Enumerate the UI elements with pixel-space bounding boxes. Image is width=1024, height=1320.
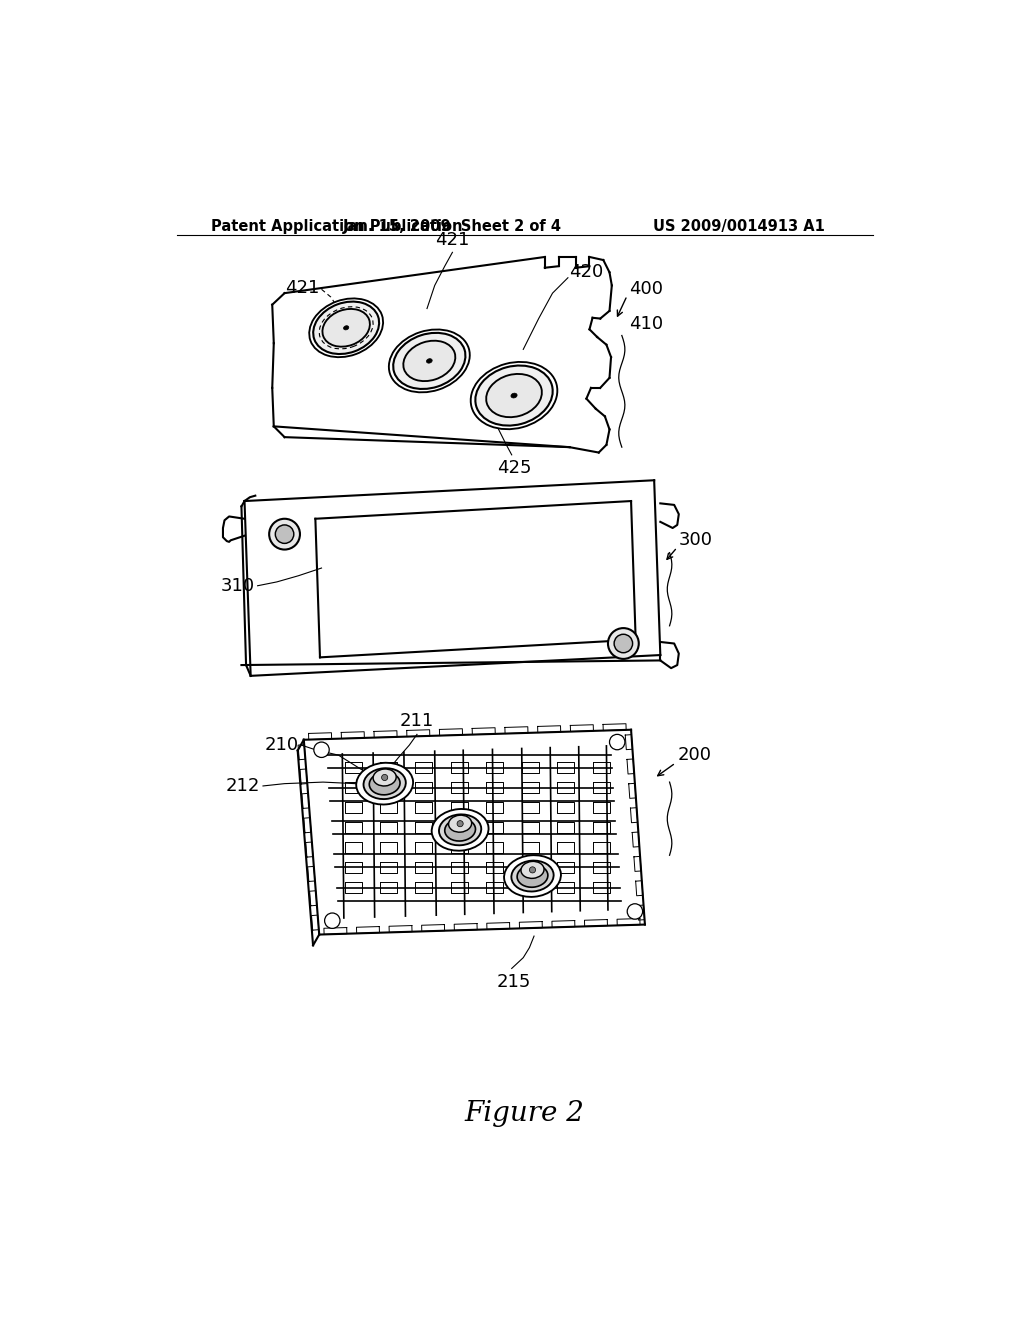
Text: 211: 211 xyxy=(400,711,434,730)
Text: 210: 210 xyxy=(264,737,298,754)
Circle shape xyxy=(628,904,643,919)
Ellipse shape xyxy=(389,330,470,392)
Ellipse shape xyxy=(343,326,349,330)
Text: 215: 215 xyxy=(497,973,531,991)
Text: Patent Application Publication: Patent Application Publication xyxy=(211,219,463,234)
Ellipse shape xyxy=(309,298,383,358)
Ellipse shape xyxy=(364,768,406,799)
Circle shape xyxy=(457,821,463,826)
Circle shape xyxy=(529,867,536,873)
Circle shape xyxy=(269,519,300,549)
Ellipse shape xyxy=(313,301,379,354)
Text: 410: 410 xyxy=(630,315,664,333)
Text: 420: 420 xyxy=(569,264,604,281)
Ellipse shape xyxy=(323,309,370,347)
Circle shape xyxy=(313,742,330,758)
Ellipse shape xyxy=(403,341,456,381)
Ellipse shape xyxy=(475,366,553,425)
Ellipse shape xyxy=(504,855,561,896)
Ellipse shape xyxy=(511,861,554,891)
Text: 425: 425 xyxy=(497,459,531,477)
Ellipse shape xyxy=(444,818,475,841)
Circle shape xyxy=(382,775,388,780)
Text: US 2009/0014913 A1: US 2009/0014913 A1 xyxy=(653,219,824,234)
Ellipse shape xyxy=(439,814,481,845)
Ellipse shape xyxy=(517,865,548,887)
Text: 400: 400 xyxy=(630,280,664,298)
Circle shape xyxy=(608,628,639,659)
Ellipse shape xyxy=(449,816,472,832)
Ellipse shape xyxy=(393,333,466,389)
Ellipse shape xyxy=(370,772,400,795)
Circle shape xyxy=(614,635,633,653)
Text: Jan. 15, 2009  Sheet 2 of 4: Jan. 15, 2009 Sheet 2 of 4 xyxy=(343,219,562,234)
Ellipse shape xyxy=(373,770,396,785)
Ellipse shape xyxy=(356,763,413,804)
Ellipse shape xyxy=(426,359,432,363)
Circle shape xyxy=(609,734,625,750)
Ellipse shape xyxy=(432,809,488,850)
Text: 310: 310 xyxy=(221,577,255,595)
Text: 421: 421 xyxy=(285,279,319,297)
Text: Figure 2: Figure 2 xyxy=(465,1100,585,1127)
Circle shape xyxy=(275,525,294,544)
Text: 421: 421 xyxy=(435,231,470,249)
Circle shape xyxy=(325,913,340,928)
Text: 200: 200 xyxy=(677,746,712,764)
Ellipse shape xyxy=(511,393,517,397)
Text: 300: 300 xyxy=(679,531,713,549)
Ellipse shape xyxy=(471,362,557,429)
Ellipse shape xyxy=(521,862,544,878)
Ellipse shape xyxy=(486,374,542,417)
Text: 212: 212 xyxy=(225,777,260,795)
